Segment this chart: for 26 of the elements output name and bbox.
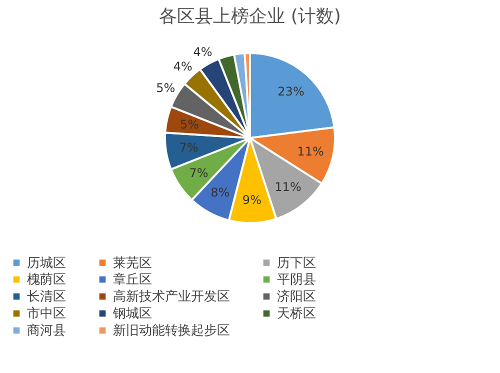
data-label: 7%: [179, 140, 198, 155]
data-label: 4%: [173, 60, 192, 74]
legend-label: 章丘区: [113, 272, 152, 288]
data-label: 8%: [210, 185, 230, 200]
data-label: 4%: [193, 45, 212, 60]
legend-label: 钢城区: [112, 306, 152, 322]
data-label: 7%: [189, 166, 208, 180]
data-label: 9%: [242, 192, 262, 207]
data-label: 11%: [274, 180, 302, 194]
chart-title: 各区县上榜企业 (计数): [159, 6, 341, 28]
legend-label: 平阴县: [277, 272, 316, 288]
legend-label: 新旧动能转换起步区: [113, 324, 230, 338]
legend-label: 天桥区: [277, 306, 316, 322]
legend-label: 商河县: [27, 324, 66, 338]
legend-label: 市中区: [27, 306, 66, 322]
data-label: 11%: [297, 144, 324, 159]
legend-label: 历城区: [27, 256, 66, 271]
data-label: 23%: [278, 84, 304, 98]
legend-label: 历下区: [277, 256, 316, 271]
legend-label: 长清区: [27, 290, 66, 304]
data-label: 5%: [180, 117, 200, 132]
data-label: 5%: [156, 81, 176, 96]
legend-label: 槐荫区: [27, 272, 66, 288]
legend-label: 济阳区: [277, 290, 316, 304]
legend-label: 高新技术产业开发区: [113, 288, 230, 304]
legend-label: 莱芜区: [113, 256, 152, 271]
